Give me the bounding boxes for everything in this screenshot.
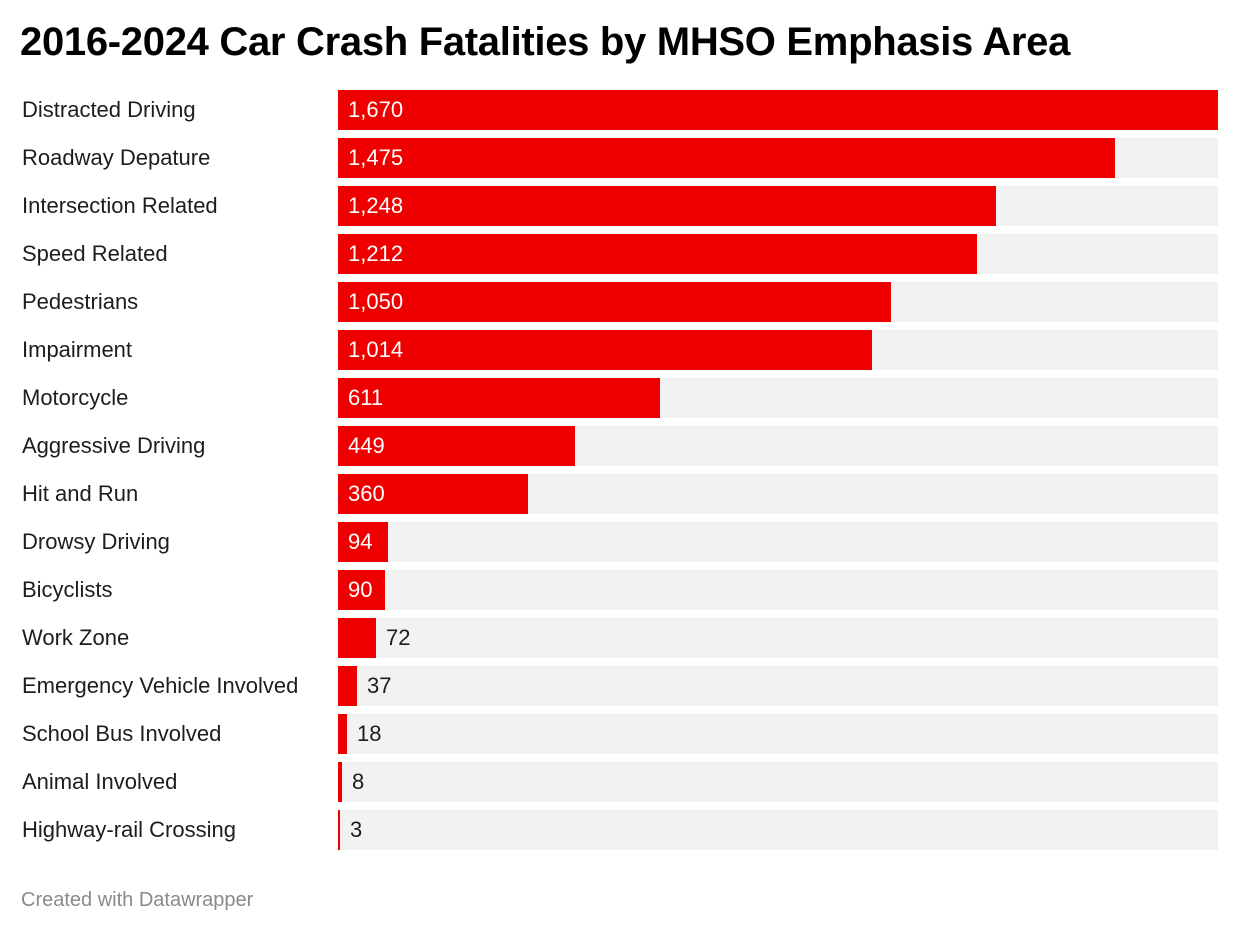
bar [338, 618, 376, 658]
bar-row: Work Zone 72 [0, 618, 1240, 658]
bar-row: Speed Related 1,212 [0, 234, 1240, 274]
value-label: 449 [348, 433, 385, 458]
chart-title: 2016-2024 Car Crash Fatalities by MHSO E… [20, 20, 1071, 64]
category-label: Highway-rail Crossing [22, 817, 236, 842]
category-label: Aggressive Driving [22, 433, 206, 458]
value-label: 8 [352, 769, 365, 794]
value-label: 360 [348, 481, 385, 506]
datawrapper-credit[interactable]: Created with Datawrapper [21, 889, 254, 911]
bar-track: 72 [338, 618, 1218, 658]
value-label: 72 [386, 625, 411, 650]
bar-track: 449 [338, 426, 1218, 466]
bar [338, 138, 1115, 178]
bar-track: 1,014 [338, 330, 1218, 370]
value-label: 1,475 [348, 145, 404, 170]
bar [338, 762, 342, 802]
bar-track: 1,212 [338, 234, 1218, 274]
bar-track: 37 [338, 666, 1218, 706]
bar-chart: Distracted Driving 1,670 Roadway Depature 1… [0, 90, 1240, 858]
bar-row: Pedestrians 1,050 [0, 282, 1240, 322]
bar-row: Impairment 1,014 [0, 330, 1240, 370]
bar-track: 1,050 [338, 282, 1218, 322]
value-label: 1,050 [348, 289, 404, 314]
bar-track: 1,248 [338, 186, 1218, 226]
value-label: 1,670 [348, 97, 404, 122]
category-label: Motorcycle [22, 385, 129, 410]
bar-track: 1,475 [338, 138, 1218, 178]
bar [338, 282, 891, 322]
value-label: 18 [357, 721, 382, 746]
bar-row: Aggressive Driving 449 [0, 426, 1240, 466]
category-label: Speed Related [22, 241, 168, 266]
category-label: Intersection Related [22, 193, 218, 218]
bar-row: Hit and Run 360 [0, 474, 1240, 514]
bar-track: 8 [338, 762, 1218, 802]
bar-row: Emergency Vehicle Involved 37 [0, 666, 1240, 706]
category-label: Distracted Driving [22, 97, 196, 122]
value-label: 94 [348, 529, 373, 554]
category-label: Impairment [22, 337, 133, 362]
value-label: 1,248 [348, 193, 404, 218]
bar-track: 3 [338, 810, 1218, 850]
category-label: Pedestrians [22, 289, 139, 314]
bar [338, 426, 575, 466]
category-label: Emergency Vehicle Involved [22, 673, 299, 698]
bar [338, 666, 357, 706]
bar [338, 522, 388, 562]
bar [338, 90, 1218, 130]
bar-track: 611 [338, 378, 1218, 418]
bar [338, 378, 660, 418]
bar-row: Drowsy Driving 94 [0, 522, 1240, 562]
bar-track: 18 [338, 714, 1218, 754]
bar-track: 90 [338, 570, 1218, 610]
value-label: 1,212 [348, 241, 404, 266]
category-label: Work Zone [22, 625, 130, 650]
value-label: 1,014 [348, 337, 404, 362]
category-label: Drowsy Driving [22, 529, 170, 554]
value-label: 3 [350, 817, 363, 842]
bar-row: Animal Involved 8 [0, 762, 1240, 802]
bar-row: Distracted Driving 1,670 [0, 90, 1240, 130]
bar-row: Roadway Depature 1,475 [0, 138, 1240, 178]
value-label: 37 [367, 673, 392, 698]
value-label: 611 [348, 385, 384, 410]
category-label: Roadway Depature [22, 145, 211, 170]
bar-row: Bicyclists 90 [0, 570, 1240, 610]
bar [338, 474, 528, 514]
bar [338, 714, 347, 754]
bar [338, 330, 872, 370]
category-label: Hit and Run [22, 481, 139, 506]
bar [338, 810, 340, 850]
bar-track: 1,670 [338, 90, 1218, 130]
category-label: School Bus Involved [22, 721, 222, 746]
category-label: Bicyclists [22, 577, 113, 602]
bar [338, 234, 977, 274]
bar-track: 360 [338, 474, 1218, 514]
bar [338, 186, 996, 226]
bar [338, 570, 385, 610]
bar-row: Motorcycle 611 [0, 378, 1240, 418]
bar-row: School Bus Involved 18 [0, 714, 1240, 754]
bar-row: Highway-rail Crossing 3 [0, 810, 1240, 850]
category-label: Animal Involved [22, 769, 178, 794]
value-label: 90 [348, 577, 373, 602]
bar-row: Intersection Related 1,248 [0, 186, 1240, 226]
bar-track: 94 [338, 522, 1218, 562]
